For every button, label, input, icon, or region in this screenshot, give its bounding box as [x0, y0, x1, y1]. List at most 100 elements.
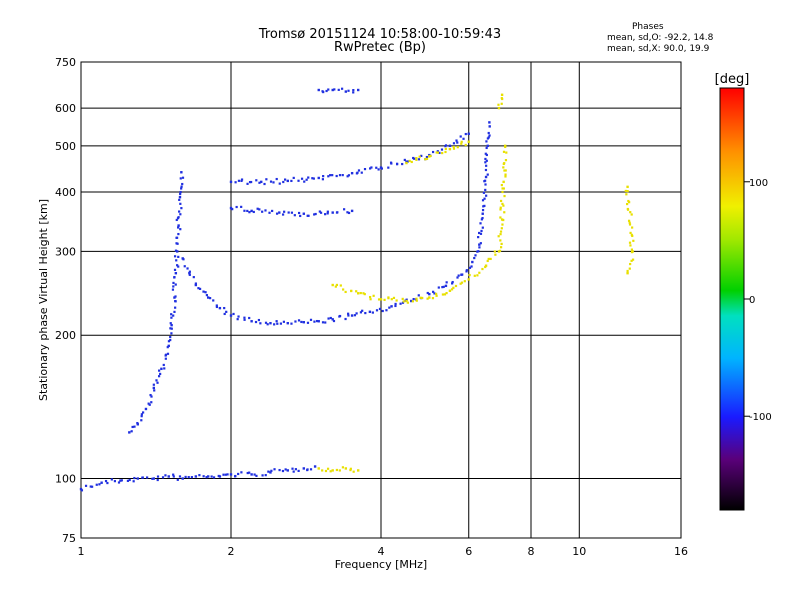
trace-point: [212, 476, 216, 479]
colorbar-tick-label: 0: [749, 295, 755, 306]
data-point: [484, 175, 488, 179]
trace-point: [98, 483, 101, 486]
data-point: [331, 88, 334, 92]
data-point: [206, 475, 210, 478]
trace-point: [150, 395, 153, 398]
trace-point: [253, 473, 256, 476]
trace-point: [80, 489, 84, 492]
data-point: [379, 298, 383, 301]
trace-point: [236, 318, 239, 321]
trace-point: [484, 152, 487, 155]
data-point: [626, 185, 629, 189]
trace-point: [381, 309, 384, 313]
trace-point: [177, 255, 180, 259]
trace-point: [264, 474, 267, 477]
trace-point: [188, 270, 191, 273]
x-tick-label: 8: [528, 545, 535, 558]
data-point: [356, 292, 360, 295]
trace-point: [275, 320, 278, 323]
trace-point: [319, 211, 323, 214]
trace-point: [282, 180, 285, 184]
trace-point: [133, 476, 136, 480]
trace-point: [500, 227, 503, 230]
trace-point: [223, 312, 226, 316]
colorbar-label: [deg]: [715, 72, 750, 87]
trace-point: [321, 178, 325, 181]
trace-point: [167, 340, 171, 343]
trace-point: [474, 254, 477, 257]
trace-point: [431, 150, 435, 154]
trace-point: [406, 160, 409, 163]
trace-point: [272, 181, 275, 184]
trace-point: [451, 280, 454, 284]
trace-point: [205, 294, 208, 297]
trace-point: [465, 269, 468, 272]
trace-point: [503, 211, 506, 214]
trace-point: [399, 302, 402, 305]
trace-point: [120, 479, 123, 482]
data-point: [177, 224, 180, 227]
trace-point: [235, 205, 238, 209]
trace-point: [186, 267, 189, 270]
trace-point: [499, 199, 503, 203]
colorbar: [deg] 100 0 -100: [715, 72, 772, 511]
trace-point: [627, 199, 630, 203]
trace-point: [89, 485, 92, 488]
trace-point: [341, 87, 344, 90]
trace-point: [177, 232, 180, 236]
trace-point: [436, 150, 439, 153]
trace-point: [156, 478, 159, 482]
trace-point: [498, 249, 502, 252]
trace-point: [352, 91, 355, 94]
trace-point: [256, 207, 259, 210]
trace-point: [375, 309, 379, 312]
data-point: [481, 212, 484, 215]
trace-point: [477, 250, 480, 253]
trace-point: [321, 90, 324, 93]
trace-point: [445, 291, 448, 295]
trace-point: [294, 320, 297, 323]
trace-point: [401, 297, 404, 301]
trace-point: [152, 383, 155, 386]
trace-point: [261, 474, 264, 477]
trace-point: [465, 270, 468, 273]
trace-point: [387, 297, 390, 300]
trace-point: [485, 194, 488, 197]
data-point: [180, 171, 183, 174]
trace-point: [297, 211, 301, 215]
trace-point: [481, 199, 485, 202]
data-point: [79, 487, 83, 491]
data-point: [444, 284, 448, 288]
trace-point: [505, 151, 508, 154]
trace-point: [628, 223, 632, 226]
trace-point: [630, 248, 633, 251]
trace-point: [166, 346, 169, 349]
y-tick-label: 600: [55, 102, 76, 115]
trace-point: [181, 176, 185, 179]
trace-point: [234, 181, 237, 184]
y-tick-label: 100: [55, 473, 76, 486]
trace-point: [470, 265, 473, 268]
trace-point: [501, 223, 504, 226]
trace-point: [192, 276, 195, 279]
trace-point: [628, 241, 632, 244]
trace-point: [411, 300, 414, 303]
trace-point: [261, 210, 264, 213]
trace-point: [629, 231, 632, 235]
x-tick-label: 2: [228, 545, 235, 558]
data-point: [368, 310, 372, 314]
data-point: [144, 407, 148, 411]
trace-point: [126, 479, 130, 482]
trace-point: [341, 466, 345, 469]
trace-point: [284, 468, 287, 471]
trace-point: [183, 265, 186, 268]
data-point: [488, 121, 491, 124]
trace-point: [170, 327, 173, 330]
trace-point: [370, 166, 373, 169]
trace-point: [504, 169, 507, 172]
x-tick-label: 4: [378, 545, 385, 558]
trace-point: [441, 293, 445, 296]
trace-point: [166, 352, 170, 355]
trace-point: [349, 468, 352, 472]
x-tick-label: 16: [674, 545, 688, 558]
